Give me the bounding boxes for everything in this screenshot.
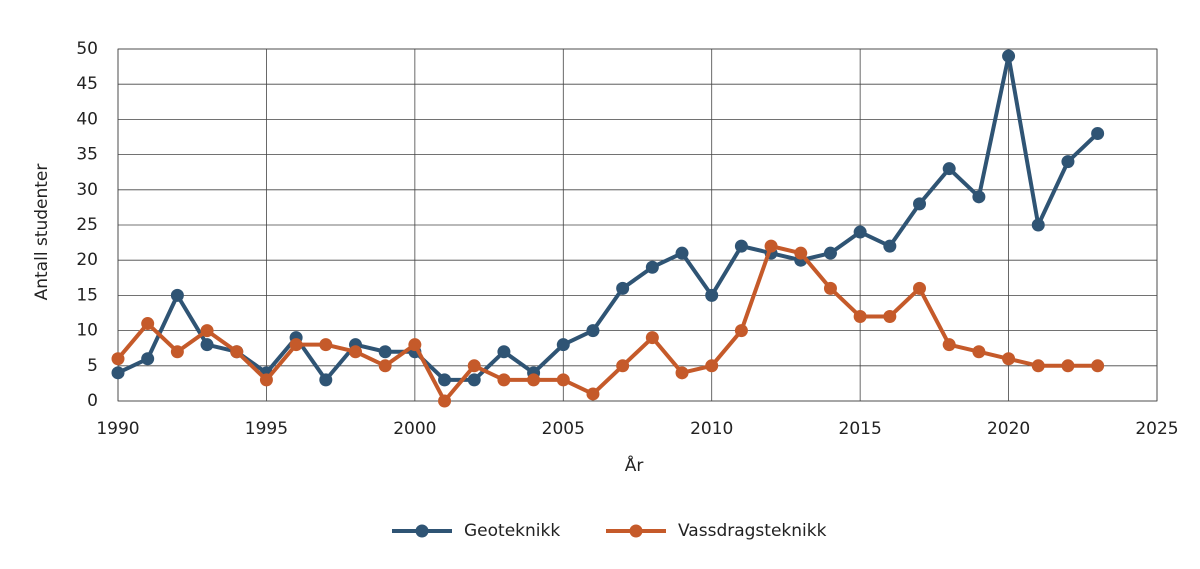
data-point xyxy=(823,246,837,260)
series-line xyxy=(117,54,1100,382)
y-tick-label: 45 xyxy=(76,74,98,94)
data-point xyxy=(913,281,927,295)
data-point xyxy=(200,338,214,352)
data-point xyxy=(705,288,719,302)
data-point xyxy=(467,359,481,373)
y-tick-label: 25 xyxy=(76,215,98,235)
legend-label: Vassdragsteknikk xyxy=(678,521,827,541)
data-point xyxy=(259,373,273,387)
data-point xyxy=(141,352,155,366)
x-tick-label: 2010 xyxy=(690,419,733,439)
data-point xyxy=(1002,352,1016,366)
data-point xyxy=(734,239,748,253)
y-tick-label: 40 xyxy=(76,109,98,129)
data-point xyxy=(616,359,630,373)
data-point xyxy=(972,345,986,359)
data-point xyxy=(556,338,570,352)
data-point xyxy=(1031,218,1045,232)
data-point xyxy=(438,394,452,408)
data-point xyxy=(141,317,155,331)
data-point xyxy=(556,373,570,387)
data-point xyxy=(942,162,956,176)
data-point xyxy=(1061,359,1075,373)
data-point xyxy=(497,373,511,387)
data-point xyxy=(972,190,986,204)
y-tick-label: 20 xyxy=(76,250,98,270)
y-axis-label: Antall studenter xyxy=(32,164,52,301)
data-point xyxy=(200,324,214,338)
data-point xyxy=(1091,126,1105,140)
data-point xyxy=(853,310,867,324)
data-point xyxy=(616,281,630,295)
y-tick-label: 35 xyxy=(76,145,98,165)
data-point xyxy=(378,359,392,373)
x-tick-label: 2005 xyxy=(542,419,585,439)
data-point xyxy=(289,338,303,352)
series-line xyxy=(116,244,1098,403)
y-tick-label: 5 xyxy=(87,356,98,376)
data-point xyxy=(111,352,125,366)
x-tick-label: 2025 xyxy=(1135,419,1178,439)
legend-marker xyxy=(415,524,429,538)
data-point xyxy=(319,373,333,387)
data-point xyxy=(527,373,541,387)
data-point xyxy=(645,260,659,274)
y-tick-label: 10 xyxy=(76,321,98,341)
x-tick-label: 1995 xyxy=(245,419,288,439)
data-point xyxy=(378,345,392,359)
x-tick-label: 2020 xyxy=(987,419,1030,439)
data-point xyxy=(586,324,600,338)
data-point xyxy=(497,345,511,359)
data-point xyxy=(1061,155,1075,169)
data-point xyxy=(467,373,481,387)
legend-label: Geoteknikk xyxy=(464,521,560,541)
x-tick-label: 2015 xyxy=(839,419,882,439)
y-tick-label: 30 xyxy=(76,180,98,200)
legend-marker xyxy=(629,524,643,538)
data-point xyxy=(1002,49,1016,63)
data-point xyxy=(883,310,897,324)
data-point xyxy=(734,324,748,338)
data-point xyxy=(853,225,867,239)
data-point xyxy=(675,246,689,260)
data-point xyxy=(913,197,927,211)
data-point xyxy=(170,345,184,359)
data-point xyxy=(348,345,362,359)
y-tick-label: 50 xyxy=(76,39,98,59)
data-point xyxy=(705,359,719,373)
data-point xyxy=(111,366,125,380)
data-point xyxy=(823,281,837,295)
data-point xyxy=(1031,359,1045,373)
data-point xyxy=(1091,359,1105,373)
x-tick-label: 1990 xyxy=(96,419,139,439)
data-point xyxy=(675,366,689,380)
data-point xyxy=(586,387,600,401)
data-point xyxy=(170,288,184,302)
y-tick-label: 15 xyxy=(76,285,98,305)
data-point xyxy=(942,338,956,352)
data-point xyxy=(764,239,778,253)
y-tick-label: 0 xyxy=(87,391,98,411)
data-point xyxy=(230,345,244,359)
x-axis-label: År xyxy=(625,454,644,476)
data-point xyxy=(319,338,333,352)
data-point xyxy=(883,239,897,253)
data-point xyxy=(794,246,808,260)
data-point xyxy=(645,331,659,345)
data-point xyxy=(438,373,452,387)
x-tick-label: 2000 xyxy=(393,419,436,439)
data-point xyxy=(408,338,422,352)
